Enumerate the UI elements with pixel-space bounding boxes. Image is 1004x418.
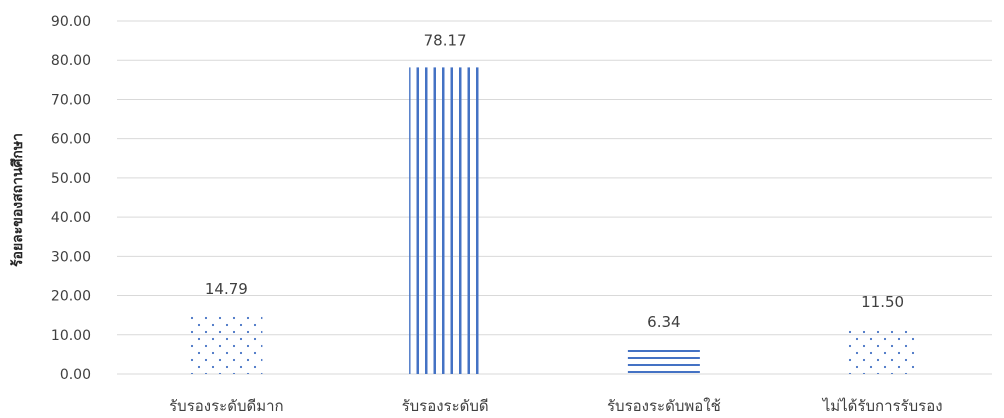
data-label: 78.17 bbox=[424, 31, 467, 49]
x-category-label: รับรองระดับดี bbox=[402, 397, 489, 415]
y-axis-title: ร้อยละของสถานศึกษา bbox=[9, 133, 26, 267]
y-tick-label: 90.00 bbox=[51, 14, 91, 30]
bar bbox=[627, 349, 700, 374]
bar bbox=[846, 328, 919, 374]
bar bbox=[409, 67, 482, 374]
y-tick-label: 40.00 bbox=[51, 210, 91, 226]
y-tick-label: 0.00 bbox=[60, 367, 91, 383]
gridlines bbox=[117, 20, 992, 375]
y-tick-label: 50.00 bbox=[51, 171, 91, 187]
x-category-label: รับรองระดับพอใช้ bbox=[607, 397, 721, 415]
y-tick-label: 60.00 bbox=[51, 132, 91, 148]
y-tick-label: 20.00 bbox=[51, 289, 91, 305]
data-label: 14.79 bbox=[205, 280, 248, 298]
data-label: 11.50 bbox=[861, 293, 904, 311]
y-tick-label: 70.00 bbox=[51, 92, 91, 108]
bars bbox=[190, 67, 919, 374]
bar bbox=[190, 315, 263, 374]
x-axis-categories: รับรองระดับดีมาก รับรองระดับดี รับรองระดับ… bbox=[169, 397, 942, 415]
x-category-label: ไม่ได้รับการรับรอง bbox=[822, 397, 943, 415]
data-label: 6.34 bbox=[647, 313, 680, 331]
y-axis-ticks: 0.00 10.00 20.00 30.00 40.00 50.00 60.00 70.00 8… bbox=[51, 14, 91, 383]
y-tick-label: 30.00 bbox=[51, 249, 91, 265]
y-tick-label: 10.00 bbox=[51, 328, 91, 344]
data-labels: 14.79 78.17 6.34 11.50 bbox=[205, 31, 904, 331]
y-tick-label: 80.00 bbox=[51, 53, 91, 69]
x-category-label: รับรองระดับดีมาก bbox=[169, 397, 283, 415]
